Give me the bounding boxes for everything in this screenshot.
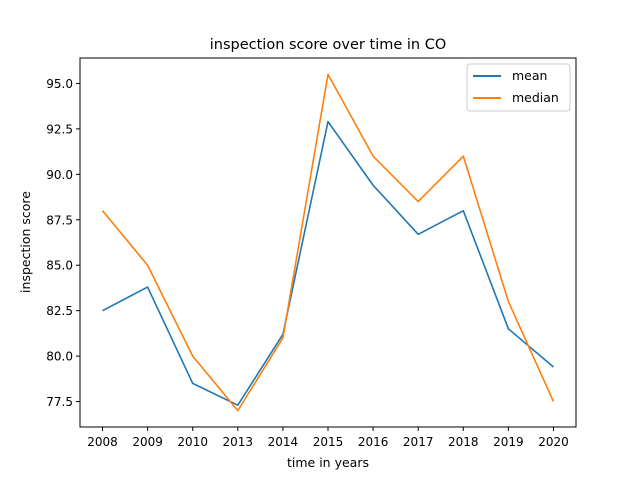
x-axis-label: time in years bbox=[287, 455, 369, 470]
y-tick-label: 95.0 bbox=[46, 77, 73, 91]
y-axis: 77.5 80.0 82.5 85.0 87.5 90.0 92.5 95.0 bbox=[46, 77, 80, 409]
x-tick-label: 2019 bbox=[493, 435, 524, 449]
legend-label-median: median bbox=[512, 90, 559, 105]
y-axis-label: inspection score bbox=[18, 191, 33, 293]
series-line-mean bbox=[102, 120, 555, 406]
series-layer bbox=[101, 73, 555, 412]
x-axis: 2008 2009 2010 2013 2014 2015 2016 2017 2018 2019… bbox=[87, 427, 569, 449]
x-tick-label: 2016 bbox=[358, 435, 389, 449]
legend: mean median bbox=[466, 63, 571, 112]
y-tick-label: 92.5 bbox=[46, 122, 73, 136]
x-tick-label: 2014 bbox=[268, 435, 299, 449]
x-tick-label: 2008 bbox=[87, 435, 118, 449]
plot-area bbox=[79, 57, 577, 428]
x-tick-label: 2017 bbox=[403, 435, 434, 449]
y-tick-label: 90.0 bbox=[46, 168, 73, 182]
series-line-median bbox=[101, 73, 555, 412]
x-tick-label: 2009 bbox=[132, 435, 163, 449]
chart-title: inspection score over time in CO bbox=[210, 37, 447, 53]
y-tick-label: 77.5 bbox=[46, 395, 73, 409]
x-tick-label: 2020 bbox=[538, 435, 569, 449]
y-tick-label: 87.5 bbox=[46, 213, 73, 227]
x-tick-label: 2013 bbox=[223, 435, 254, 449]
x-tick-label: 2015 bbox=[313, 435, 344, 449]
legend-label-mean: mean bbox=[512, 68, 547, 83]
x-tick-label: 2010 bbox=[177, 435, 208, 449]
y-tick-label: 85.0 bbox=[46, 259, 73, 273]
y-tick-label: 80.0 bbox=[46, 350, 73, 364]
x-tick-label: 2018 bbox=[448, 435, 479, 449]
y-tick-label: 82.5 bbox=[46, 304, 73, 318]
